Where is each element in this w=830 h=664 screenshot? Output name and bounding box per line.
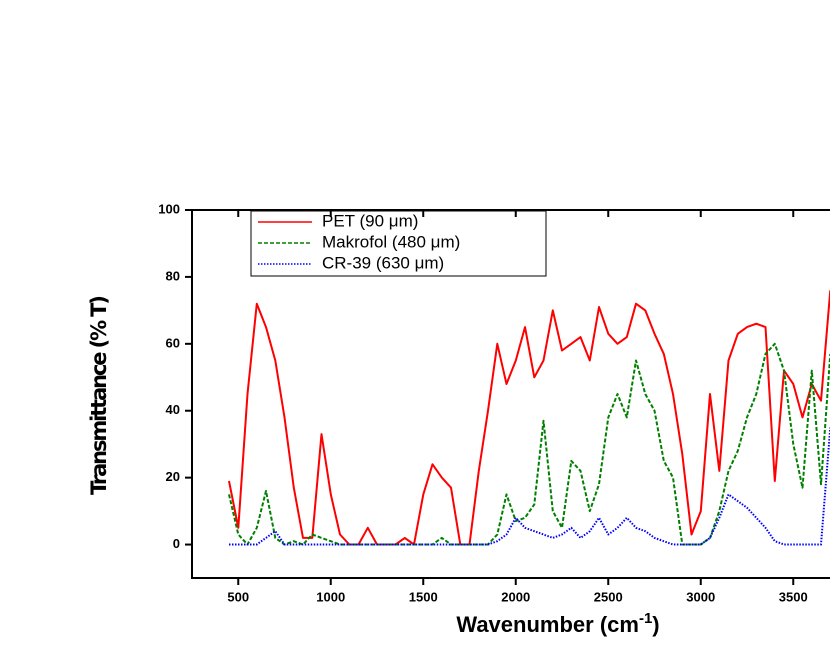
x-tick-label: 2000 <box>501 589 530 604</box>
x-tick-label: 3500 <box>779 589 808 604</box>
x-tick-label: 500 <box>227 589 249 604</box>
legend-label: Makrofol (480 μm) <box>322 232 460 251</box>
x-axis-label: Wavenumber (cm-1) <box>456 610 659 637</box>
y-tick-label: 100 <box>158 201 180 216</box>
curves <box>228 290 830 546</box>
plot-frame <box>191 209 830 579</box>
x-axis-label-text: Wavenumber (cm <box>456 612 639 637</box>
x-tick-label: 3000 <box>686 589 715 604</box>
x-axis-label-end: ) <box>652 612 659 637</box>
x-axis-label-sup: -1 <box>639 610 652 627</box>
series-line <box>228 342 830 546</box>
y-tick-label: 80 <box>166 268 180 283</box>
y-tick-label: 20 <box>166 469 180 484</box>
y-axis-label: Transmittance (% T) <box>87 295 111 495</box>
x-tick-label: 2500 <box>594 589 623 604</box>
series-line <box>228 290 830 546</box>
x-tick-label: 1000 <box>316 589 345 604</box>
y-tick-label: 0 <box>173 536 180 551</box>
y-tick-label: 60 <box>166 335 180 350</box>
series-line <box>229 427 830 546</box>
x-tick-label: 1500 <box>409 589 438 604</box>
legend-label: PET (90 μm) <box>322 211 418 230</box>
y-tick-label: 40 <box>166 402 180 417</box>
legend-label: CR-39 (630 μm) <box>322 253 444 272</box>
